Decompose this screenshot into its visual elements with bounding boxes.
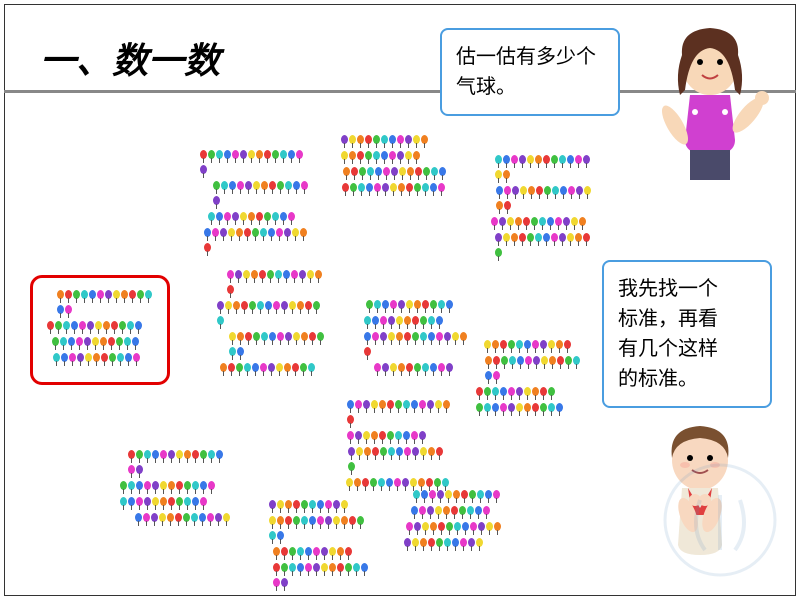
teacher-character	[640, 20, 780, 200]
watermark-icon	[660, 460, 780, 580]
bubble2-line1: 我先找一个	[618, 274, 756, 304]
bubble1-line2: 气球。	[456, 72, 604, 102]
balloon-cluster	[340, 135, 450, 215]
balloon-cluster	[400, 490, 510, 570]
balloon-cluster	[260, 500, 370, 580]
balloon-cluster	[120, 450, 230, 530]
bubble1-line1: 估一估有多少个	[456, 42, 604, 72]
balloon-cluster	[200, 150, 310, 230]
balloon-cluster	[485, 155, 595, 235]
balloon-cluster	[340, 400, 450, 480]
bubble2-line3: 有几个这样	[618, 334, 756, 364]
balloon-cluster	[470, 340, 580, 420]
bubble2-line2: 标准，再看	[618, 304, 756, 334]
page-title: 一、数一数	[40, 32, 220, 84]
balloon-cluster	[360, 300, 470, 380]
student-speech-bubble: 我先找一个 标准，再看 有几个这样 的标准。	[602, 260, 772, 408]
highlight-box	[30, 275, 170, 385]
balloon-cluster	[215, 270, 325, 350]
bubble2-line4: 的标准。	[618, 364, 756, 394]
teacher-speech-bubble: 估一估有多少个 气球。	[440, 28, 620, 116]
